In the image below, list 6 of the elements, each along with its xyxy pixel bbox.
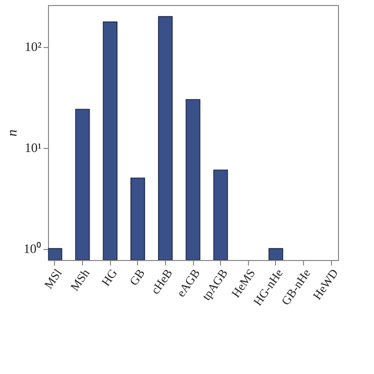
- x-tick-label: GB: [126, 266, 148, 288]
- y-tick-label: 10¹: [24, 140, 42, 156]
- y-tick-label: 10⁰: [24, 241, 42, 256]
- x-tick-label: HG: [98, 266, 120, 289]
- y-axis-title: n: [6, 130, 20, 136]
- y-tick-label: 10²: [24, 39, 42, 54]
